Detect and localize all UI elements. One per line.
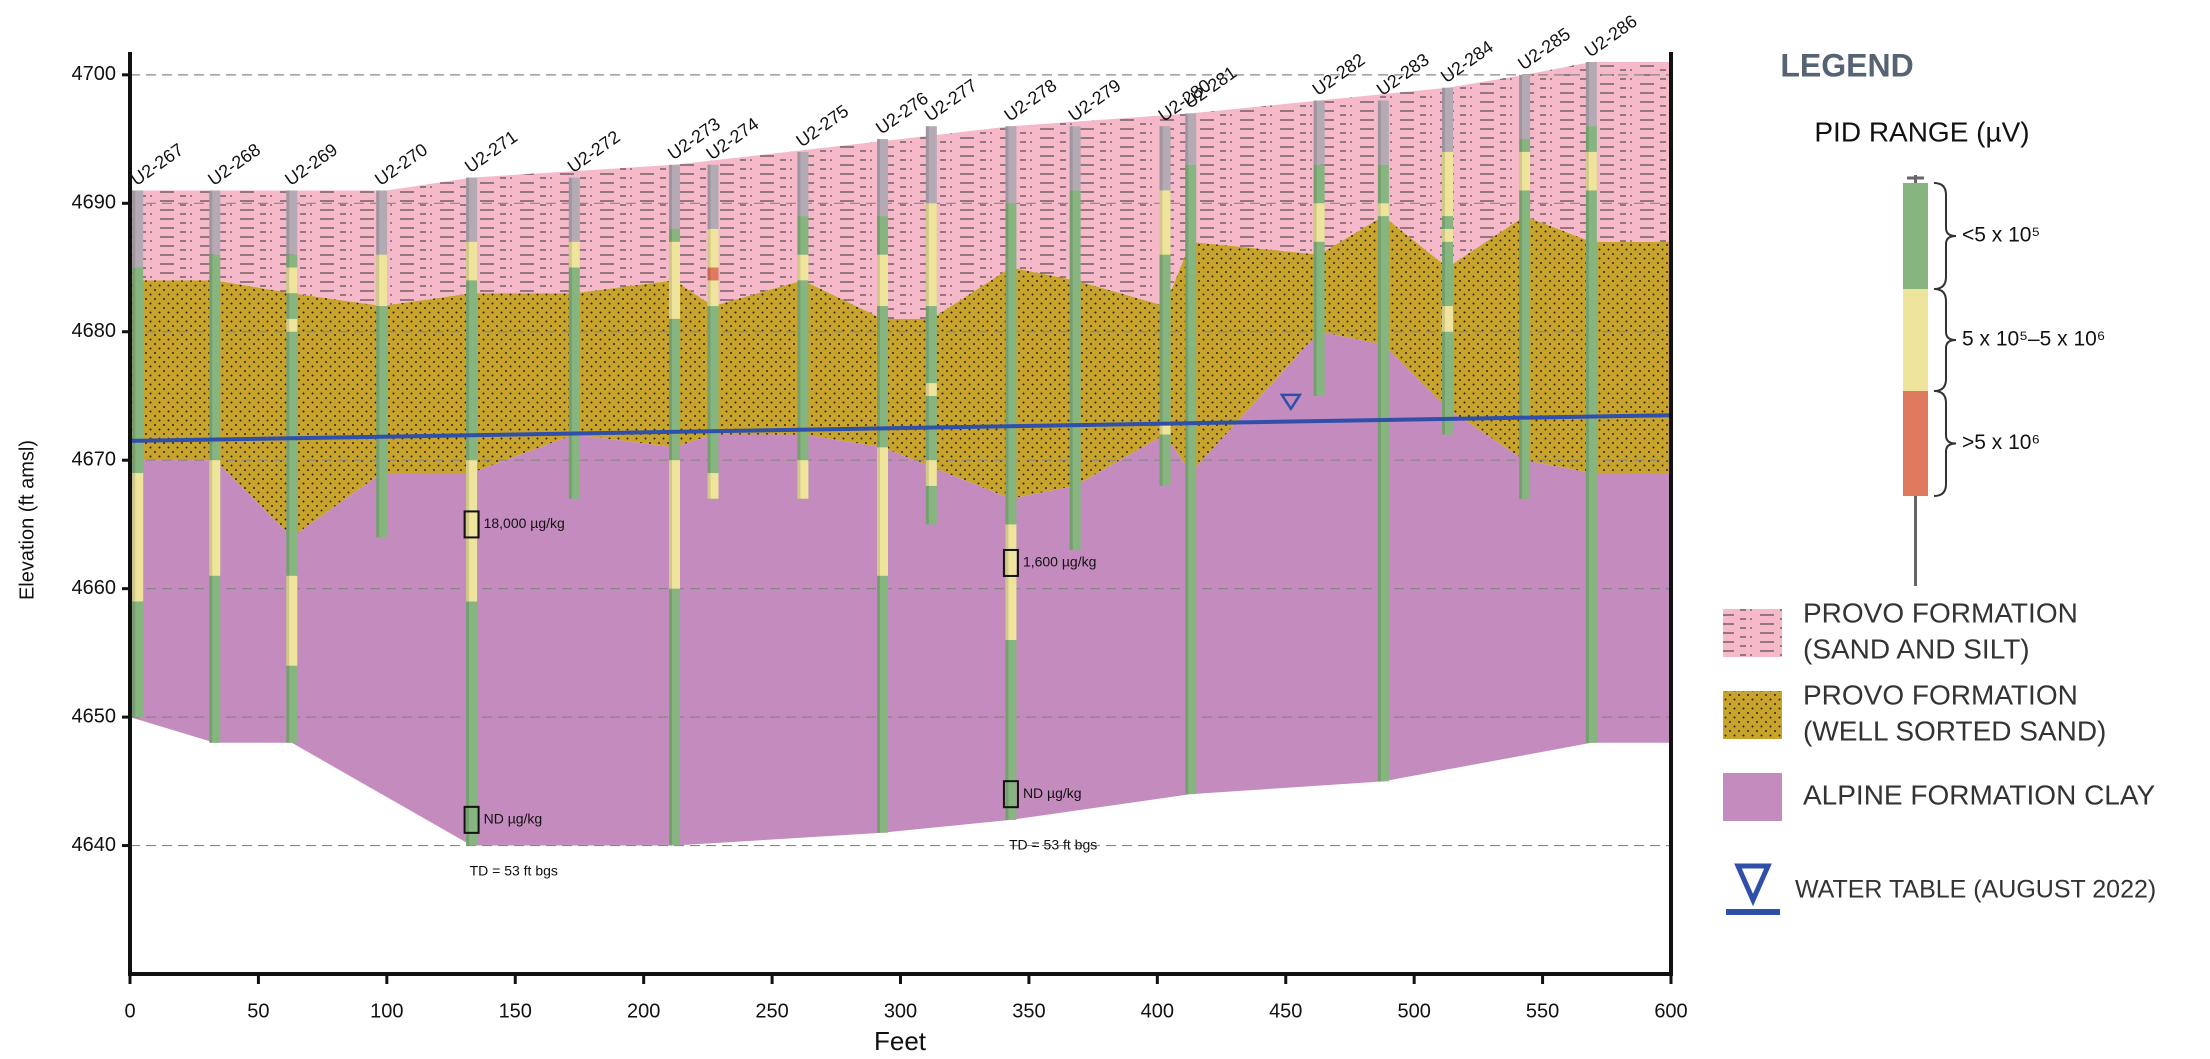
- borehole-shade: [569, 178, 572, 499]
- x-tick-label: 600: [1654, 1000, 1687, 1022]
- y-axis-label: Elevation (ft amsl): [16, 440, 38, 600]
- x-tick-label: 250: [755, 1000, 788, 1022]
- borehole-label: U2-278: [1000, 75, 1060, 125]
- x-tick-label: 400: [1141, 1000, 1174, 1022]
- pid-legend-title: PID RANGE (µV): [1814, 116, 2029, 147]
- borehole-shade: [209, 190, 212, 742]
- sample-label: 18,000 µg/kg: [484, 515, 565, 531]
- borehole-shade: [286, 190, 289, 742]
- y-tick-label: 4690: [72, 192, 117, 214]
- borehole-shade: [1442, 88, 1445, 435]
- pid-legend-brace: [1934, 391, 1956, 496]
- borehole-shade: [1378, 101, 1381, 782]
- sample-label: ND µg/kg: [484, 811, 543, 827]
- y-tick-label: 4650: [72, 705, 117, 727]
- legend-swatch-pattern: [1723, 609, 1782, 657]
- borehole-shade: [669, 165, 672, 846]
- borehole-shade: [376, 190, 379, 537]
- x-tick-label: 350: [1012, 1000, 1045, 1022]
- borehole-label: U2-284: [1437, 37, 1497, 87]
- borehole-label: U2-285: [1514, 24, 1574, 74]
- borehole-label: U2-277: [921, 75, 981, 125]
- borehole-shade: [1519, 75, 1522, 499]
- borehole-label: U2-286: [1581, 11, 1641, 61]
- borehole-label: U2-271: [461, 127, 521, 177]
- borehole-shade: [1314, 101, 1317, 396]
- pid-legend-label: >5 x 10⁶: [1962, 431, 2040, 454]
- legend-label: PROVO FORMATION: [1803, 597, 2078, 628]
- x-tick-label: 0: [124, 1000, 135, 1022]
- x-tick-label: 200: [627, 1000, 660, 1022]
- borehole-shade: [1160, 126, 1163, 486]
- sample-label: ND µg/kg: [1023, 785, 1082, 801]
- legend-label: (SAND AND SILT): [1803, 633, 2030, 664]
- pid-legend-swatch: [1903, 183, 1928, 289]
- legend-label: ALPINE FORMATION CLAY: [1803, 779, 2155, 810]
- borehole-shade: [1185, 113, 1188, 794]
- pid-legend-swatch: [1903, 391, 1928, 496]
- pid-legend-swatch: [1903, 289, 1928, 391]
- x-tick-label: 100: [370, 1000, 403, 1022]
- pid-legend-label: <5 x 10⁵: [1962, 224, 2040, 247]
- pid-legend-brace: [1934, 289, 1956, 391]
- x-tick-label: 50: [247, 1000, 269, 1022]
- y-tick-label: 4700: [72, 63, 117, 85]
- y-tick-label: 4660: [72, 577, 117, 599]
- pid-legend-brace: [1934, 183, 1956, 289]
- borehole-label: U2-275: [792, 101, 852, 151]
- borehole-label: U2-279: [1065, 75, 1125, 125]
- x-tick-label: 500: [1397, 1000, 1430, 1022]
- legend-swatch-pattern: [1723, 691, 1782, 739]
- borehole-shade: [132, 190, 135, 717]
- x-tick-label: 450: [1269, 1000, 1302, 1022]
- legend-water-marker: [1738, 866, 1768, 900]
- legend-heading: LEGEND: [1780, 47, 1913, 83]
- x-tick-label: 150: [499, 1000, 532, 1022]
- borehole-label: U2-270: [371, 139, 431, 189]
- borehole-shade: [797, 152, 800, 499]
- legend-label: PROVO FORMATION: [1803, 679, 2078, 710]
- borehole-label: U2-269: [281, 139, 341, 189]
- pid-legend-label: 5 x 10⁵–5 x 10⁶: [1962, 328, 2105, 351]
- legend-swatch: [1723, 773, 1782, 821]
- y-tick-label: 4670: [72, 448, 117, 470]
- borehole-shade: [877, 139, 880, 833]
- borehole-label: U2-268: [204, 139, 264, 189]
- borehole-shade: [926, 126, 929, 524]
- sample-label: 1,600 µg/kg: [1023, 554, 1096, 570]
- td-label: TD = 53 ft bgs: [1009, 837, 1097, 853]
- x-axis-label: Feet: [874, 1026, 927, 1056]
- borehole-shade: [1586, 62, 1589, 743]
- y-tick-label: 4680: [72, 320, 117, 342]
- borehole-shade: [1005, 126, 1008, 820]
- borehole-shade: [708, 165, 711, 499]
- y-tick-label: 4640: [72, 834, 117, 856]
- legend-label: (WELL SORTED SAND): [1803, 715, 2106, 746]
- cross-section-figure: Elevation (ft amsl) Feet LEGEND PID RANG…: [0, 0, 2210, 1059]
- borehole-label: U2-267: [127, 139, 187, 189]
- td-label: TD = 53 ft bgs: [470, 862, 558, 878]
- borehole-shade: [1070, 126, 1073, 550]
- x-tick-label: 300: [884, 1000, 917, 1022]
- x-tick-label: 550: [1526, 1000, 1559, 1022]
- legend-label: WATER TABLE (AUGUST 2022): [1795, 876, 2156, 904]
